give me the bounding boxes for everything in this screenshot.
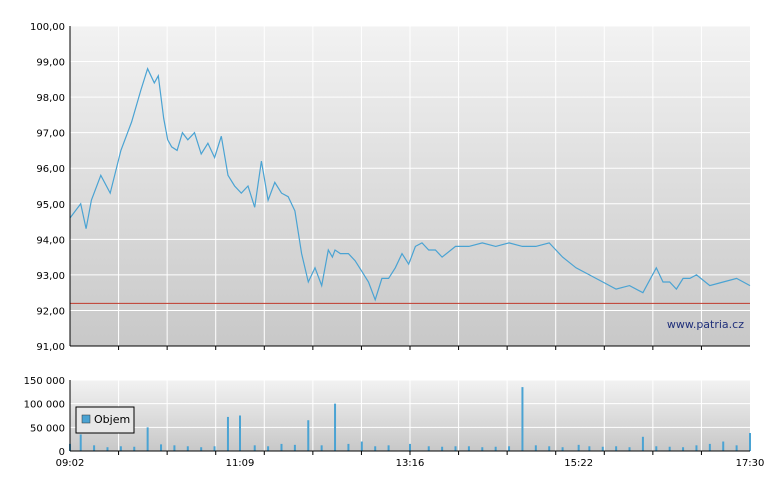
watermark: www.patria.cz	[667, 318, 744, 331]
volume-bar	[749, 433, 751, 451]
volume-bar	[334, 403, 337, 451]
volume-bar	[521, 387, 524, 451]
volume-bar	[655, 446, 658, 451]
volume-bar	[735, 445, 738, 451]
price-y-tick-label: 94,00	[36, 235, 65, 246]
price-y-tick-label: 93,00	[36, 271, 65, 282]
volume-bar	[347, 443, 350, 451]
volume-bars	[69, 387, 751, 451]
x-tick-label: 15:22	[564, 458, 593, 469]
volume-bar	[722, 441, 725, 451]
volume-bar	[601, 446, 604, 451]
x-tick-label: 11:09	[226, 458, 255, 469]
price-y-tick-label: 96,00	[36, 164, 65, 175]
volume-bar	[119, 446, 122, 451]
volume-bar	[106, 447, 109, 451]
x-tick-label: 17:30	[736, 458, 765, 469]
price-grid	[70, 25, 750, 346]
volume-bar	[133, 446, 136, 451]
volume-grid	[70, 379, 750, 451]
legend-label: Objem	[94, 413, 130, 426]
volume-bar	[467, 446, 470, 451]
volume-bar	[577, 444, 580, 451]
price-y-tick-label: 95,00	[36, 200, 65, 211]
volume-bar	[320, 445, 323, 451]
volume-bar	[494, 446, 497, 451]
volume-bar	[534, 445, 537, 451]
volume-bar	[146, 427, 149, 451]
volume-bar	[588, 446, 591, 451]
volume-bar	[682, 447, 685, 451]
volume-bar	[628, 447, 631, 451]
price-y-tick-label: 97,00	[36, 129, 65, 140]
volume-panel: 0 50 000 100 000 150 000 09:02 11:09 13:16 15:…	[24, 346, 765, 469]
volume-y-tick-label: 50 000	[30, 423, 65, 434]
volume-bar	[160, 444, 163, 451]
price-y-axis: 91,00 92,00 93,00 94,00 95,00 96,00 97,00 98,00…	[30, 22, 65, 353]
price-y-tick-label: 99,00	[36, 58, 65, 69]
volume-bar	[213, 446, 216, 451]
volume-bar	[173, 445, 176, 451]
volume-bar	[226, 416, 229, 451]
volume-bar	[668, 446, 671, 451]
volume-bar	[708, 443, 711, 451]
volume-bar	[293, 444, 296, 451]
volume-bar	[239, 415, 241, 451]
price-y-tick-label: 98,00	[36, 93, 65, 104]
volume-bar	[615, 446, 618, 451]
volume-bar	[548, 446, 551, 451]
price-panel: 91,00 92,00 93,00 94,00 95,00 96,00 97,00 98,00…	[30, 22, 751, 353]
x-tick-label: 13:16	[396, 458, 425, 469]
volume-bar	[561, 447, 564, 451]
volume-bar	[79, 434, 82, 451]
volume-bar	[481, 447, 484, 451]
x-tick-label: 09:02	[56, 458, 85, 469]
time-x-axis: 09:02 11:09 13:16 15:22 17:30	[56, 346, 765, 469]
volume-bar	[454, 446, 457, 451]
volume-y-tick-label: 100 000	[24, 400, 65, 411]
volume-bar	[374, 446, 377, 451]
volume-bar	[360, 441, 363, 451]
volume-y-tick-label: 150 000	[24, 376, 65, 387]
volume-bar	[427, 446, 430, 451]
volume-bar	[441, 446, 444, 451]
volume-bar	[695, 445, 698, 451]
volume-bar	[93, 445, 96, 451]
volume-bar	[508, 446, 511, 451]
price-y-tick-label: 92,00	[36, 306, 65, 317]
volume-bar	[186, 446, 189, 451]
legend-swatch	[81, 414, 91, 424]
volume-y-tick-label: 0	[59, 447, 65, 458]
volume-bar	[267, 446, 270, 451]
volume-bar	[641, 436, 644, 451]
volume-bar	[280, 443, 283, 451]
price-series-line	[69, 67, 751, 302]
price-y-tick-label: 100,00	[30, 22, 65, 33]
price-y-tick-label: 91,00	[36, 342, 65, 353]
legend: Objem	[75, 406, 135, 434]
volume-y-axis: 0 50 000 100 000 150 000	[24, 376, 65, 458]
volume-bar	[307, 420, 310, 451]
volume-bar	[409, 443, 411, 451]
volume-bar	[200, 447, 203, 451]
volume-bar	[253, 445, 256, 451]
volume-bar	[387, 445, 390, 451]
